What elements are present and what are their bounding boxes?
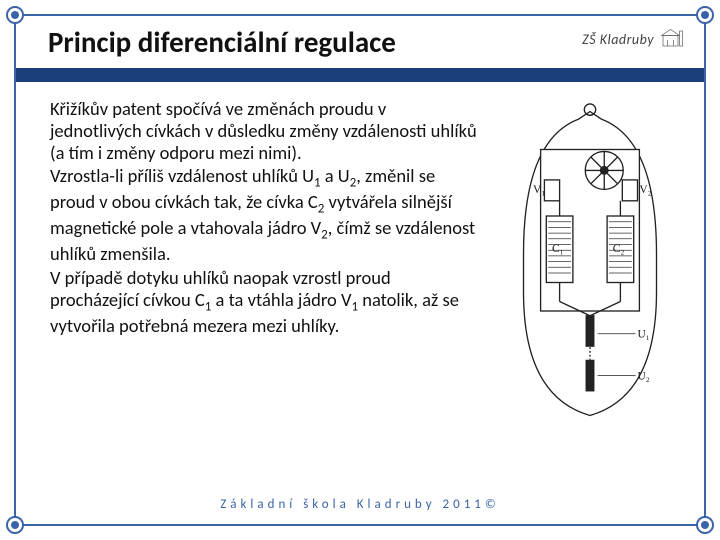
arc-lamp-diagram: V₁ V₂ C₁ C₂ U₁ U₂ [495,102,685,425]
title-stripe [16,68,704,82]
logo-text: ZŠ Kladruby [582,31,654,48]
diagram: V₁ V₂ C₁ C₂ U₁ U₂ [490,98,690,480]
footer-text: Základní škola Kladruby 2011© [0,497,720,512]
label-v1: V₁ [533,184,545,196]
content-area: Křižíkův patent spočívá ve změnách proud… [50,98,690,480]
paragraph-2: Vzrostla-li příliš vzdálenost uhlíků U1 … [50,165,480,265]
label-v2: V₂ [639,184,651,196]
text-run: Křižíkův patent spočívá ve změnách proud… [50,97,477,164]
text-run: Vzrostla-li příliš vzdálenost uhlíků U [50,164,314,187]
slide-title: Princip diferenciální regulace [48,24,396,60]
corner-ornament [696,516,714,534]
text-run: a ta vtáhla jádro V [211,288,351,311]
logo-icon [660,28,690,50]
label-c2: C₂ [613,243,625,255]
text-run: a U [321,164,350,187]
body-text: Křižíkův patent spočívá ve změnách proud… [50,98,480,480]
school-logo: ZŠ Kladruby [582,28,690,50]
label-u2: U₂ [638,370,650,382]
paragraph-3: V případě dotyku uhlíků naopak vzrostl p… [50,267,480,337]
label-u1: U₁ [638,329,650,341]
corner-ornament [696,6,714,24]
corner-ornament [6,6,24,24]
label-c1: C₁ [552,243,564,255]
paragraph-1: Křižíkův patent spočívá ve změnách proud… [50,98,480,163]
corner-ornament [6,516,24,534]
